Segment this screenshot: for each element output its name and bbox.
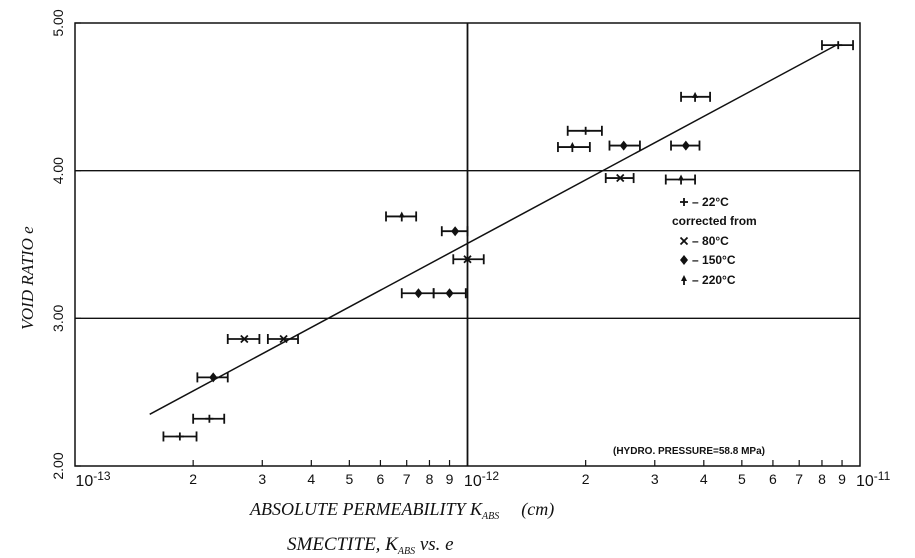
- x-decade-label: 10-11: [856, 469, 891, 490]
- x-decade-label: 10-12: [464, 469, 499, 490]
- point-marker: [240, 334, 249, 344]
- point-marker: [581, 126, 590, 135]
- data-point: [557, 142, 591, 153]
- y-tick-label: 3.00: [50, 304, 66, 331]
- legend-marker: [680, 255, 688, 265]
- point-marker: [175, 432, 184, 441]
- legend-label-80c: – 80°C: [692, 234, 729, 248]
- x-tick-label: 9: [446, 471, 454, 487]
- chart-title-tail: vs. e: [415, 534, 454, 555]
- x-tick-label: 3: [651, 471, 659, 487]
- data-points-layer: [162, 40, 854, 442]
- grid-layer: [75, 23, 860, 466]
- x-decade-label: 10-13: [75, 469, 110, 490]
- point-marker: [619, 140, 628, 151]
- x-tick-label: 5: [738, 471, 746, 487]
- x-axis-title: ABSOLUTE PERMEABILITY KABS (cm): [249, 499, 554, 522]
- x-axis-title-unit: (cm): [521, 499, 554, 520]
- data-point: [680, 91, 711, 102]
- x-tick-label: 7: [403, 471, 411, 487]
- point-marker: [451, 226, 460, 237]
- legend-label-22c: – 22°C: [692, 195, 729, 209]
- y-axis-title: VOID RATIO e: [18, 226, 37, 330]
- data-point: [226, 334, 261, 345]
- x-tick-label: 7: [795, 471, 803, 487]
- data-point: [664, 174, 696, 185]
- chart-title-subscript: ABS: [397, 546, 415, 557]
- point-marker: [692, 91, 699, 102]
- point-marker: [279, 334, 288, 344]
- data-point: [400, 288, 435, 299]
- x-tick-label: 9: [838, 471, 846, 487]
- legend-label-220c: – 220°C: [692, 273, 736, 287]
- data-point: [566, 125, 603, 136]
- x-tick-labels: 2 3 4 5 6 7 8 9 2 3 4 5 6 7 8 910-13 10-12 10-11: [75, 460, 891, 490]
- data-point: [604, 173, 635, 184]
- x-tick-label: 2: [582, 471, 590, 487]
- point-marker: [834, 41, 843, 50]
- fit-line: [149, 44, 837, 415]
- y-tick-label: 5.00: [50, 9, 66, 36]
- pressure-annotation: (HYDRO. PRESSURE=58.8 MPa): [613, 446, 765, 457]
- point-marker: [569, 142, 576, 153]
- y-tick-labels: 2.00 3.00 4.00 5.00: [50, 9, 81, 480]
- data-point: [432, 288, 467, 299]
- point-marker: [445, 288, 454, 299]
- chart-title-main: SMECTITE, K: [287, 534, 399, 555]
- chart-title: SMECTITE, KABS vs. e: [287, 534, 454, 557]
- x-tick-label: 2: [189, 471, 197, 487]
- data-point: [196, 372, 229, 383]
- x-tick-label: 4: [307, 471, 315, 487]
- x-tick-label: 4: [700, 471, 708, 487]
- y-tick-label: 4.00: [50, 157, 66, 184]
- point-marker: [398, 211, 405, 222]
- point-marker: [681, 140, 690, 151]
- point-marker: [209, 372, 218, 383]
- data-point: [670, 140, 701, 151]
- x-axis-title-main: ABSOLUTE PERMEABILITY K: [249, 499, 483, 519]
- data-point: [162, 431, 198, 442]
- data-point: [608, 140, 641, 151]
- data-point: [440, 226, 469, 237]
- fit-line-layer: [149, 44, 837, 415]
- y-tick-label: 2.00: [50, 452, 66, 479]
- legend-label-150c: – 150°C: [692, 253, 736, 267]
- legend: – 22°C corrected from – 80°C – 150°C – 2…: [672, 195, 757, 287]
- point-marker: [414, 288, 423, 299]
- data-point: [452, 254, 485, 265]
- x-tick-label: 6: [769, 471, 777, 487]
- x-axis-title-subscript: ABS: [481, 511, 499, 522]
- data-point: [385, 211, 418, 222]
- point-marker: [205, 414, 214, 423]
- legend-marker: [680, 198, 688, 206]
- data-point: [266, 334, 299, 345]
- x-tick-label: 8: [818, 471, 826, 487]
- point-marker: [616, 173, 625, 183]
- x-tick-label: 8: [426, 471, 434, 487]
- legend-label-corrected-from: corrected from: [672, 214, 757, 228]
- point-marker: [678, 174, 685, 185]
- x-tick-label: 5: [345, 471, 353, 487]
- legend-marker: [681, 275, 687, 285]
- legend-marker: [679, 236, 689, 246]
- x-tick-label: 6: [377, 471, 385, 487]
- data-point: [821, 40, 854, 51]
- x-tick-label: 3: [258, 471, 266, 487]
- data-point: [192, 413, 226, 424]
- legend-markers: [679, 198, 689, 285]
- point-marker: [463, 255, 472, 264]
